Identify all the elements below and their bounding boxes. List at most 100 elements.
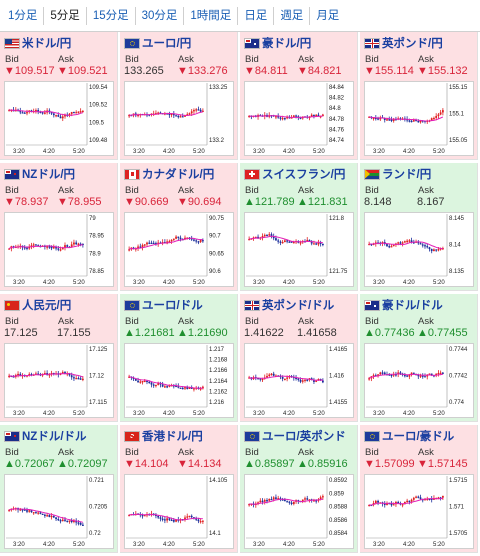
currency-pair-tile[interactable]: ユーロ/英ポンド Bid Ask ▲0.85897 ▲0.85916 0.8592 0.85… (240, 425, 358, 553)
bid-label: Bid (125, 447, 139, 458)
au-flag-icon (244, 37, 260, 49)
pair-name-link[interactable]: 英ポンド/円 (382, 38, 443, 50)
candle-body (374, 375, 377, 377)
pair-name-link[interactable]: ユーロ/円 (142, 38, 192, 50)
candle-body (421, 244, 424, 246)
candle-body (75, 378, 78, 380)
currency-pair-tile[interactable]: 豪ドル/ドル Bid Ask ▲0.77436 ▲0.77455 0.7744 0.7742… (360, 294, 478, 422)
time-tick-label: 4:20 (163, 411, 175, 417)
candle-body (70, 112, 73, 114)
candle-body (281, 118, 284, 120)
candle-body (195, 109, 198, 111)
chart-canvas: 1.4165 1.416 1.4155 3:20 4:20 5:20 (246, 345, 348, 417)
candle-body (52, 515, 55, 518)
pair-name-link[interactable]: カナダドル/円 (142, 169, 215, 181)
pair-name-link[interactable]: NZドル/円 (22, 169, 76, 181)
currency-pair-tile[interactable]: スイスフラン/円 Bid Ask ▲121.789 ▲121.831 121.8 121.7… (240, 163, 358, 291)
candlestick-chart[interactable]: 1.4165 1.416 1.4155 3:20 4:20 5:20 (244, 343, 354, 418)
bid-label: Bid (365, 54, 379, 65)
currency-pair-tile[interactable]: ランド/円 Bid Ask 8.148 8.167 8.145 8.14 8.135 3:20 4… (360, 163, 478, 291)
candlestick-chart[interactable]: 0.8592 0.859 0.8588 0.8586 0.8584 3:20 4:20 5:2… (244, 474, 354, 549)
candlestick-chart[interactable]: 79 78.95 78.9 78.85 3:20 4:20 5:20 (4, 212, 114, 287)
pair-name-link[interactable]: 米ドル/円 (22, 38, 72, 50)
candle-body (23, 112, 26, 114)
uk-flag-icon (244, 299, 260, 311)
pair-name-link[interactable]: ユーロ/ドル (142, 300, 203, 312)
pair-name-link[interactable]: ユーロ/英ポンド (262, 431, 346, 443)
candlestick-chart[interactable]: 17.125 17.12 17.115 3:20 4:20 5:20 (4, 343, 114, 418)
candlestick-chart[interactable]: 84.84 84.82 84.8 84.78 84.76 84.74 3:20 4:20 5:2… (244, 81, 354, 156)
tab-timeframe[interactable]: 月足 (309, 6, 345, 25)
candle-body (261, 236, 264, 238)
currency-pair-tile[interactable]: NZドル/ドル Bid Ask ▲0.72067 ▲0.72097 0.721 0.7205… (0, 425, 118, 553)
candlestick-chart[interactable]: 90.75 90.7 90.65 90.6 3:20 4:20 5:20 (124, 212, 234, 287)
candlestick-chart[interactable]: 109.54 109.52 109.5 109.48 3:20 4:20 5:20 (4, 81, 114, 156)
pair-name-link[interactable]: 人民元/円 (22, 300, 72, 312)
time-tick-label: 4:20 (43, 280, 55, 286)
candle-body (28, 374, 31, 376)
currency-pair-tile[interactable]: NZドル/円 Bid Ask ▼78.937 ▼78.955 79 78.95 78.9 78.… (0, 163, 118, 291)
tab-timeframe[interactable]: 日足 (237, 6, 273, 25)
currency-pair-tile[interactable]: ユーロ/円 Bid Ask 133.265 ▼133.276 133.25 133.2 3:2… (120, 32, 238, 160)
currency-pair-tile[interactable]: 人民元/円 Bid Ask 17.125 17.155 17.125 17.12 17.115… (0, 294, 118, 422)
ask-price: ▲0.72097 (57, 458, 108, 470)
candle-body (430, 373, 433, 376)
candle-body (68, 373, 71, 376)
candle-body (81, 524, 84, 526)
candle-body (441, 372, 444, 374)
candlestick-chart[interactable]: 8.145 8.14 8.135 3:20 4:20 5:20 (364, 212, 474, 287)
candlestick-chart[interactable]: 0.721 0.7205 0.72 3:20 4:20 5:20 (4, 474, 114, 549)
ask-price: ▼109.521 (57, 65, 108, 77)
candle-body (195, 518, 198, 520)
candle-body (259, 500, 262, 503)
candle-body (295, 377, 297, 379)
tab-timeframe[interactable]: 1時間足 (183, 6, 237, 25)
candle-body (141, 381, 144, 383)
candle-body (408, 120, 411, 122)
pair-name-link[interactable]: 英ポンド/ドル (262, 300, 335, 312)
tab-timeframe[interactable]: 5分足 (43, 6, 85, 25)
candlestick-chart[interactable]: 14.105 14.1 3:20 4:20 5:20 (124, 474, 234, 549)
price-tick-label: 1.217 (209, 347, 225, 353)
candle-body (299, 117, 302, 119)
price-tick-label: 78.95 (89, 234, 105, 240)
candle-body (419, 497, 422, 500)
tab-timeframe[interactable]: 15分足 (85, 6, 135, 25)
pair-name-link[interactable]: スイスフラン/円 (262, 169, 346, 181)
tab-timeframe[interactable]: 1分足 (8, 9, 38, 22)
currency-pair-tile[interactable]: カナダドル/円 Bid Ask ▼90.669 ▼90.694 90.75 90.7 90.6… (120, 163, 238, 291)
currency-pair-tile[interactable]: 香港ドル/円 Bid Ask ▼14.104 ▼14.134 14.105 14.1 3:20… (120, 425, 238, 553)
currency-pair-tile[interactable]: ユーロ/ドル Bid Ask ▲1.21681 ▲1.21690 1.217 1.2168 1… (120, 294, 238, 422)
pair-name-link[interactable]: 豪ドル/円 (262, 38, 312, 50)
pair-name-link[interactable]: ランド/円 (382, 169, 432, 181)
candle-body (392, 504, 395, 506)
candlestick-chart[interactable]: 155.15 155.1 155.05 3:20 4:20 5:20 (364, 81, 474, 156)
candle-body (439, 248, 442, 250)
pair-name-link[interactable]: 豪ドル/ドル (382, 300, 443, 312)
pair-name-link[interactable]: ユーロ/豪ドル (382, 431, 455, 443)
currency-pair-tile[interactable]: 英ポンド/円 Bid Ask ▼155.114 ▼155.132 155.15 155.1 1… (360, 32, 478, 160)
currency-pair-tile[interactable]: 米ドル/円 Bid Ask ▼109.517 ▼109.521 109.54 109.52 1… (0, 32, 118, 160)
candle-body (263, 234, 266, 237)
currency-pair-tile[interactable]: ユーロ/豪ドル Bid Ask ▼1.57099 ▼1.57145 1.5715 1.571… (360, 425, 478, 553)
currency-pair-tile[interactable]: 豪ドル/円 Bid Ask ▼84.811 ▼84.821 84.84 84.82 84.8 8… (240, 32, 358, 160)
tab-timeframe[interactable]: 週足 (273, 6, 309, 25)
candlestick-chart[interactable]: 121.8 121.75 3:20 4:20 5:20 (244, 212, 354, 287)
candle-body (19, 373, 22, 376)
candle-body (437, 249, 440, 251)
currency-pair-tile[interactable]: 英ポンド/ドル Bid Ask 1.41622 1.41658 1.4165 1.416 1.… (240, 294, 358, 422)
candle-body (70, 520, 73, 523)
candle-body (73, 377, 75, 379)
candlestick-chart[interactable]: 133.25 133.2 3:20 4:20 5:20 (124, 81, 234, 156)
candlestick-chart[interactable]: 1.217 1.2168 1.2166 1.2164 1.2162 1.216 3:20 4:… (124, 343, 234, 418)
tab-timeframe[interactable]: 30分足 (134, 6, 184, 25)
candle-body (35, 244, 37, 246)
pair-name-link[interactable]: 香港ドル/円 (142, 431, 203, 443)
candle-body (37, 245, 40, 247)
bid-price: 133.265 (124, 65, 164, 77)
candle-body (257, 378, 259, 380)
candlestick-chart[interactable]: 1.5715 1.571 1.5705 3:20 4:20 5:20 (364, 474, 474, 549)
pair-name-link[interactable]: NZドル/ドル (22, 431, 87, 443)
candlestick-chart[interactable]: 0.7744 0.7742 0.774 3:20 4:20 5:20 (364, 343, 474, 418)
chart-canvas: 14.105 14.1 3:20 4:20 5:20 (126, 476, 228, 548)
